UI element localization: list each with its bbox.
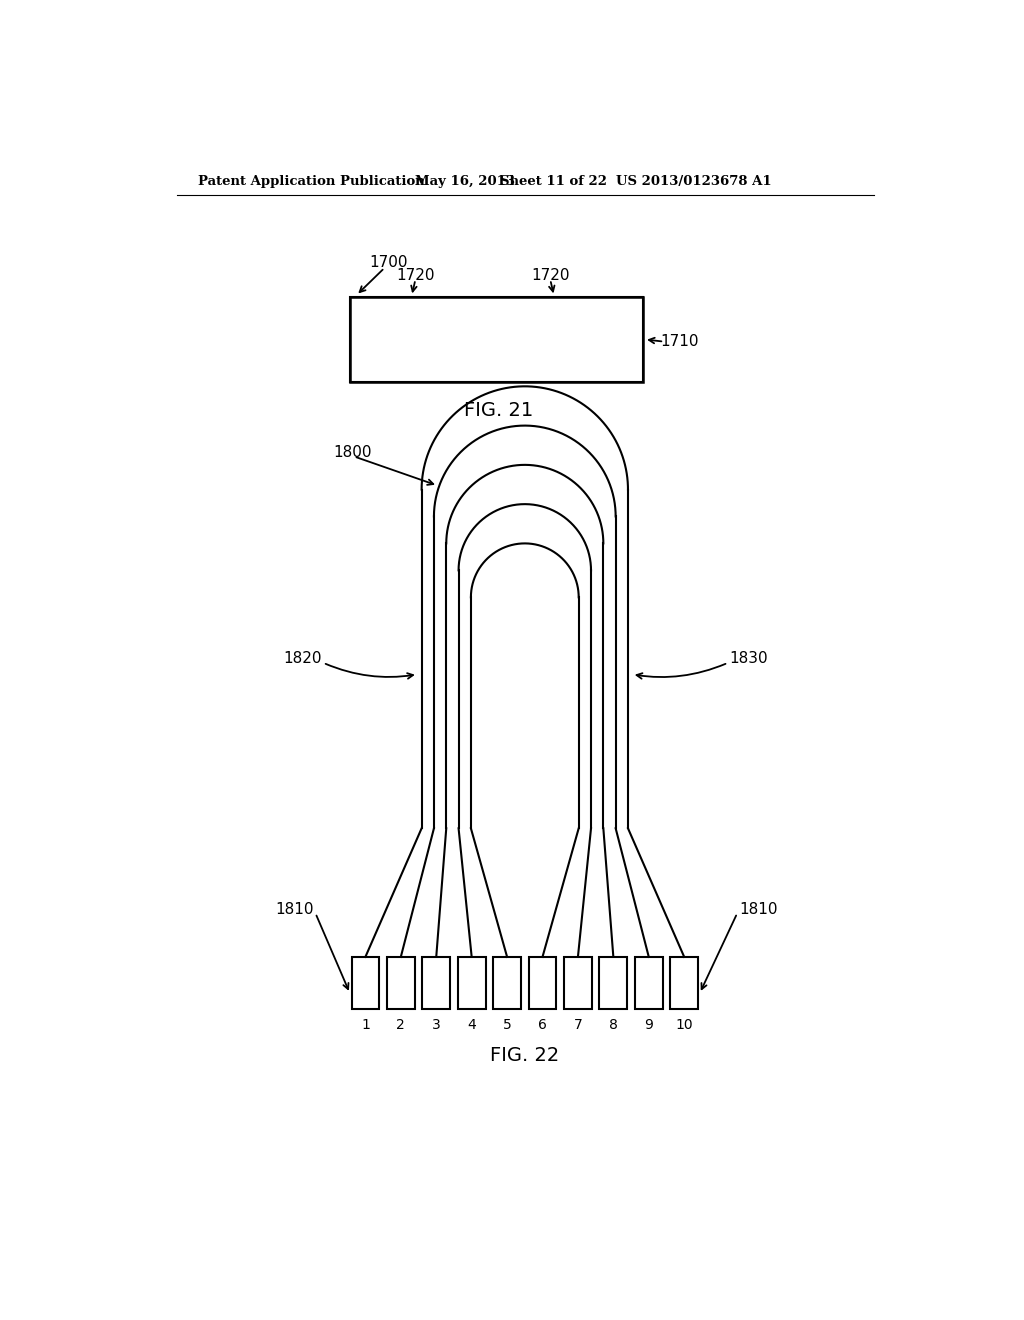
- Bar: [599, 957, 628, 1010]
- Text: 1720: 1720: [396, 268, 435, 282]
- Bar: [494, 957, 521, 1010]
- Text: US 2013/0123678 A1: US 2013/0123678 A1: [615, 176, 771, 187]
- Text: Patent Application Publication: Patent Application Publication: [199, 176, 425, 187]
- Bar: [635, 957, 663, 1010]
- Bar: [422, 957, 451, 1010]
- Text: May 16, 2013: May 16, 2013: [416, 176, 515, 187]
- Text: FIG. 21: FIG. 21: [464, 401, 534, 421]
- Bar: [350, 297, 643, 381]
- Bar: [351, 957, 379, 1010]
- Text: 1710: 1710: [660, 334, 698, 350]
- Text: Sheet 11 of 22: Sheet 11 of 22: [500, 176, 607, 187]
- Text: 1830: 1830: [730, 651, 768, 667]
- Text: 2: 2: [396, 1018, 406, 1032]
- Text: 1720: 1720: [531, 268, 569, 282]
- Text: FIG. 22: FIG. 22: [490, 1045, 559, 1065]
- Text: 1700: 1700: [370, 255, 408, 269]
- Bar: [564, 957, 592, 1010]
- Text: 10: 10: [676, 1018, 693, 1032]
- Text: 4: 4: [467, 1018, 476, 1032]
- Text: 1800: 1800: [333, 445, 372, 461]
- Bar: [350, 297, 643, 381]
- Text: 7: 7: [573, 1018, 583, 1032]
- Text: 1820: 1820: [283, 651, 322, 667]
- Text: 1810: 1810: [275, 902, 313, 916]
- Text: 9: 9: [644, 1018, 653, 1032]
- Bar: [458, 957, 485, 1010]
- Text: 8: 8: [609, 1018, 617, 1032]
- Text: 1810: 1810: [739, 902, 777, 916]
- Text: 6: 6: [538, 1018, 547, 1032]
- Text: 1: 1: [361, 1018, 370, 1032]
- Bar: [387, 957, 415, 1010]
- Text: 3: 3: [432, 1018, 440, 1032]
- Bar: [671, 957, 698, 1010]
- Text: 5: 5: [503, 1018, 511, 1032]
- Bar: [528, 957, 556, 1010]
